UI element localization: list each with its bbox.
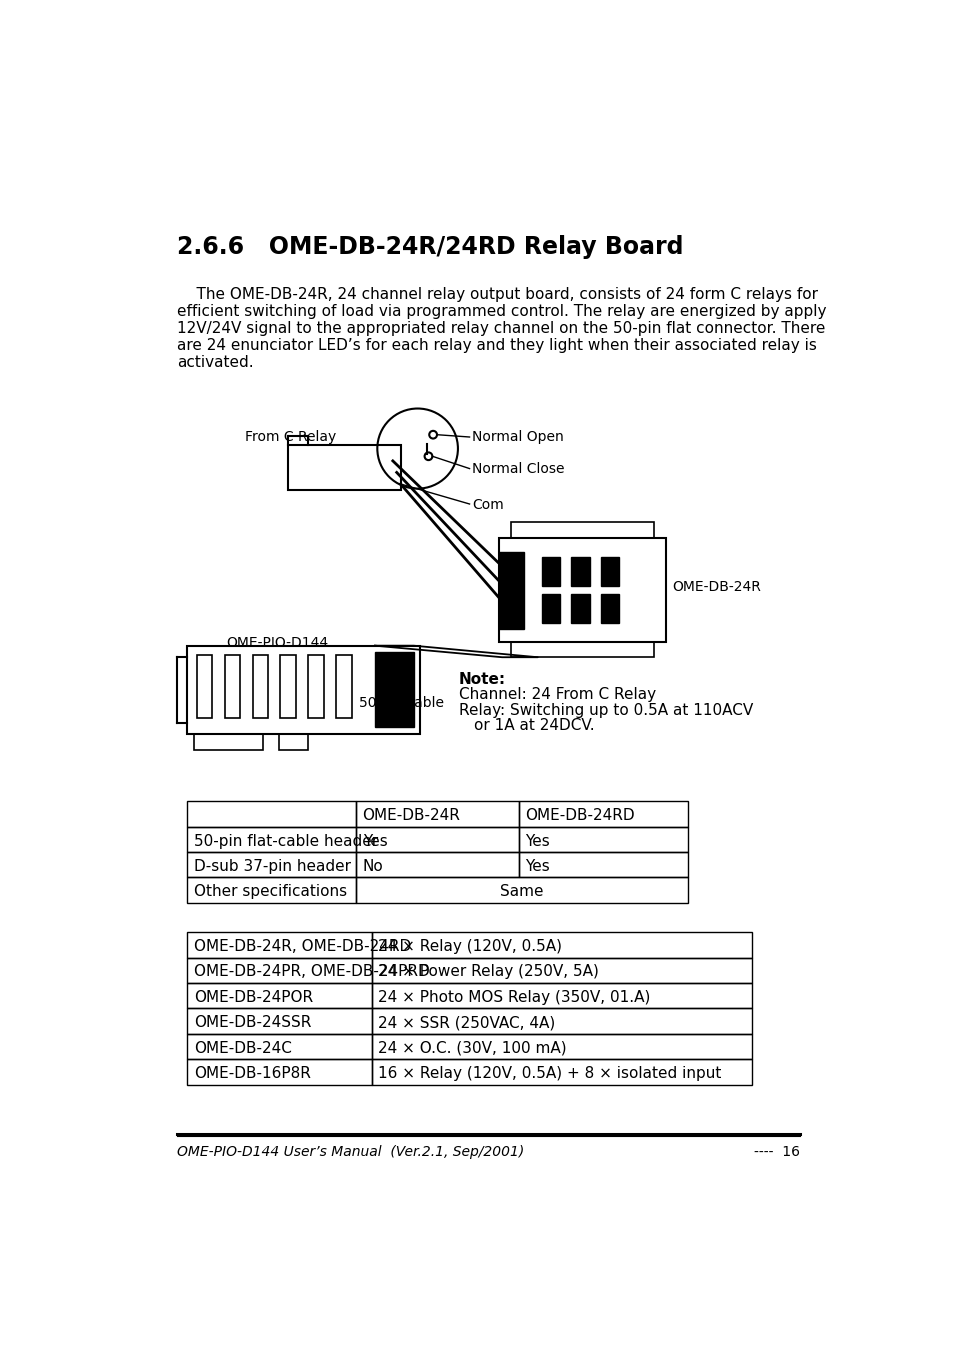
Bar — [510, 523, 654, 538]
Text: 24 × SSR (250VAC, 4A): 24 × SSR (250VAC, 4A) — [377, 1016, 555, 1031]
Bar — [187, 1008, 372, 1034]
Text: D-sub 37-pin header: D-sub 37-pin header — [193, 859, 351, 874]
Text: The OME-DB-24R, 24 channel relay output board, consists of 24 form C relays for: The OME-DB-24R, 24 channel relay output … — [177, 286, 818, 301]
Bar — [372, 1008, 751, 1034]
Bar — [372, 1034, 751, 1059]
Bar — [224, 655, 240, 719]
Text: OME-DB-24RD: OME-DB-24RD — [525, 808, 635, 823]
Bar — [288, 446, 400, 490]
Bar — [335, 655, 352, 719]
Bar — [187, 801, 356, 827]
Bar — [356, 827, 518, 852]
Text: OME-DB-24PR, OME-DB-24PRD: OME-DB-24PR, OME-DB-24PRD — [193, 965, 429, 979]
Text: or 1A at 24DCV.: or 1A at 24DCV. — [474, 719, 595, 734]
Bar — [278, 734, 308, 750]
Bar — [356, 852, 518, 877]
Text: Yes: Yes — [525, 859, 550, 874]
Text: 24 × Power Relay (250V, 5A): 24 × Power Relay (250V, 5A) — [377, 965, 598, 979]
Text: Same: Same — [500, 885, 543, 900]
Text: OME-DB-24SSR: OME-DB-24SSR — [193, 1016, 311, 1031]
Bar — [375, 651, 414, 727]
Bar — [541, 594, 559, 623]
Text: Com: Com — [472, 497, 503, 512]
Text: are 24 enunciator LED’s for each relay and they light when their associated rela: are 24 enunciator LED’s for each relay a… — [177, 338, 817, 353]
Bar — [280, 655, 295, 719]
Bar — [187, 852, 356, 877]
Bar — [599, 594, 618, 623]
Bar — [498, 551, 523, 628]
Text: OME-DB-24POR: OME-DB-24POR — [193, 990, 313, 1005]
Bar — [356, 801, 518, 827]
Text: 50-Pin cable: 50-Pin cable — [359, 696, 444, 709]
Text: OME-DB-16P8R: OME-DB-16P8R — [193, 1066, 310, 1081]
Bar — [498, 538, 665, 642]
Text: Normal Close: Normal Close — [472, 462, 564, 477]
Text: ----  16: ---- 16 — [753, 1146, 799, 1159]
Bar — [187, 646, 419, 734]
Bar — [372, 1059, 751, 1085]
Text: 24 × Relay (120V, 0.5A): 24 × Relay (120V, 0.5A) — [377, 939, 561, 954]
Bar — [253, 655, 268, 719]
Text: OME-PIO-D144: OME-PIO-D144 — [226, 636, 328, 650]
Text: OME-DB-24R: OME-DB-24R — [671, 580, 760, 594]
Bar — [187, 1059, 372, 1085]
Text: 24 × Photo MOS Relay (350V, 01.A): 24 × Photo MOS Relay (350V, 01.A) — [377, 990, 650, 1005]
Text: Relay: Switching up to 0.5A at 110ACV: Relay: Switching up to 0.5A at 110ACV — [458, 703, 752, 717]
Text: No: No — [362, 859, 383, 874]
Text: OME-DB-24C: OME-DB-24C — [193, 1040, 292, 1055]
Text: Note:: Note: — [458, 671, 505, 686]
Bar — [196, 655, 212, 719]
Bar — [356, 877, 687, 902]
Bar — [187, 877, 356, 902]
Bar — [372, 958, 751, 984]
Text: Yes: Yes — [362, 834, 387, 848]
Bar — [571, 557, 589, 586]
Bar — [187, 827, 356, 852]
Text: From C Relay: From C Relay — [245, 430, 335, 444]
Bar — [187, 1034, 372, 1059]
Bar — [187, 984, 372, 1008]
Bar — [308, 655, 323, 719]
Bar — [187, 932, 372, 958]
Text: OME-DB-24R, OME-DB-24RD: OME-DB-24R, OME-DB-24RD — [193, 939, 411, 954]
Text: efficient switching of load via programmed control. The relay are energized by a: efficient switching of load via programm… — [177, 304, 826, 319]
Text: Other specifications: Other specifications — [193, 885, 346, 900]
Bar — [518, 827, 687, 852]
Bar — [187, 958, 372, 984]
Bar — [599, 557, 618, 586]
Text: Normal Open: Normal Open — [472, 430, 563, 444]
Bar — [372, 984, 751, 1008]
Text: activated.: activated. — [177, 354, 253, 370]
Text: 50-pin flat-cable header: 50-pin flat-cable header — [193, 834, 377, 848]
Bar — [510, 642, 654, 657]
Bar — [372, 932, 751, 958]
Text: Yes: Yes — [525, 834, 550, 848]
Text: OME-DB-24R: OME-DB-24R — [362, 808, 460, 823]
Bar — [571, 594, 589, 623]
Text: 12V/24V signal to the appropriated relay channel on the 50-pin flat connector. T: 12V/24V signal to the appropriated relay… — [177, 320, 825, 336]
Bar — [518, 801, 687, 827]
Text: 2.6.6   OME-DB-24R/24RD Relay Board: 2.6.6 OME-DB-24R/24RD Relay Board — [177, 235, 683, 259]
Text: OME-PIO-D144 User’s Manual  (Ver.2.1, Sep/2001): OME-PIO-D144 User’s Manual (Ver.2.1, Sep… — [177, 1146, 524, 1159]
Bar — [518, 852, 687, 877]
Text: 16 × Relay (120V, 0.5A) + 8 × isolated input: 16 × Relay (120V, 0.5A) + 8 × isolated i… — [377, 1066, 720, 1081]
Text: Channel: 24 From C Relay: Channel: 24 From C Relay — [458, 688, 655, 703]
Bar — [193, 734, 263, 750]
Bar — [541, 557, 559, 586]
Text: 24 × O.C. (30V, 100 mA): 24 × O.C. (30V, 100 mA) — [377, 1040, 566, 1055]
